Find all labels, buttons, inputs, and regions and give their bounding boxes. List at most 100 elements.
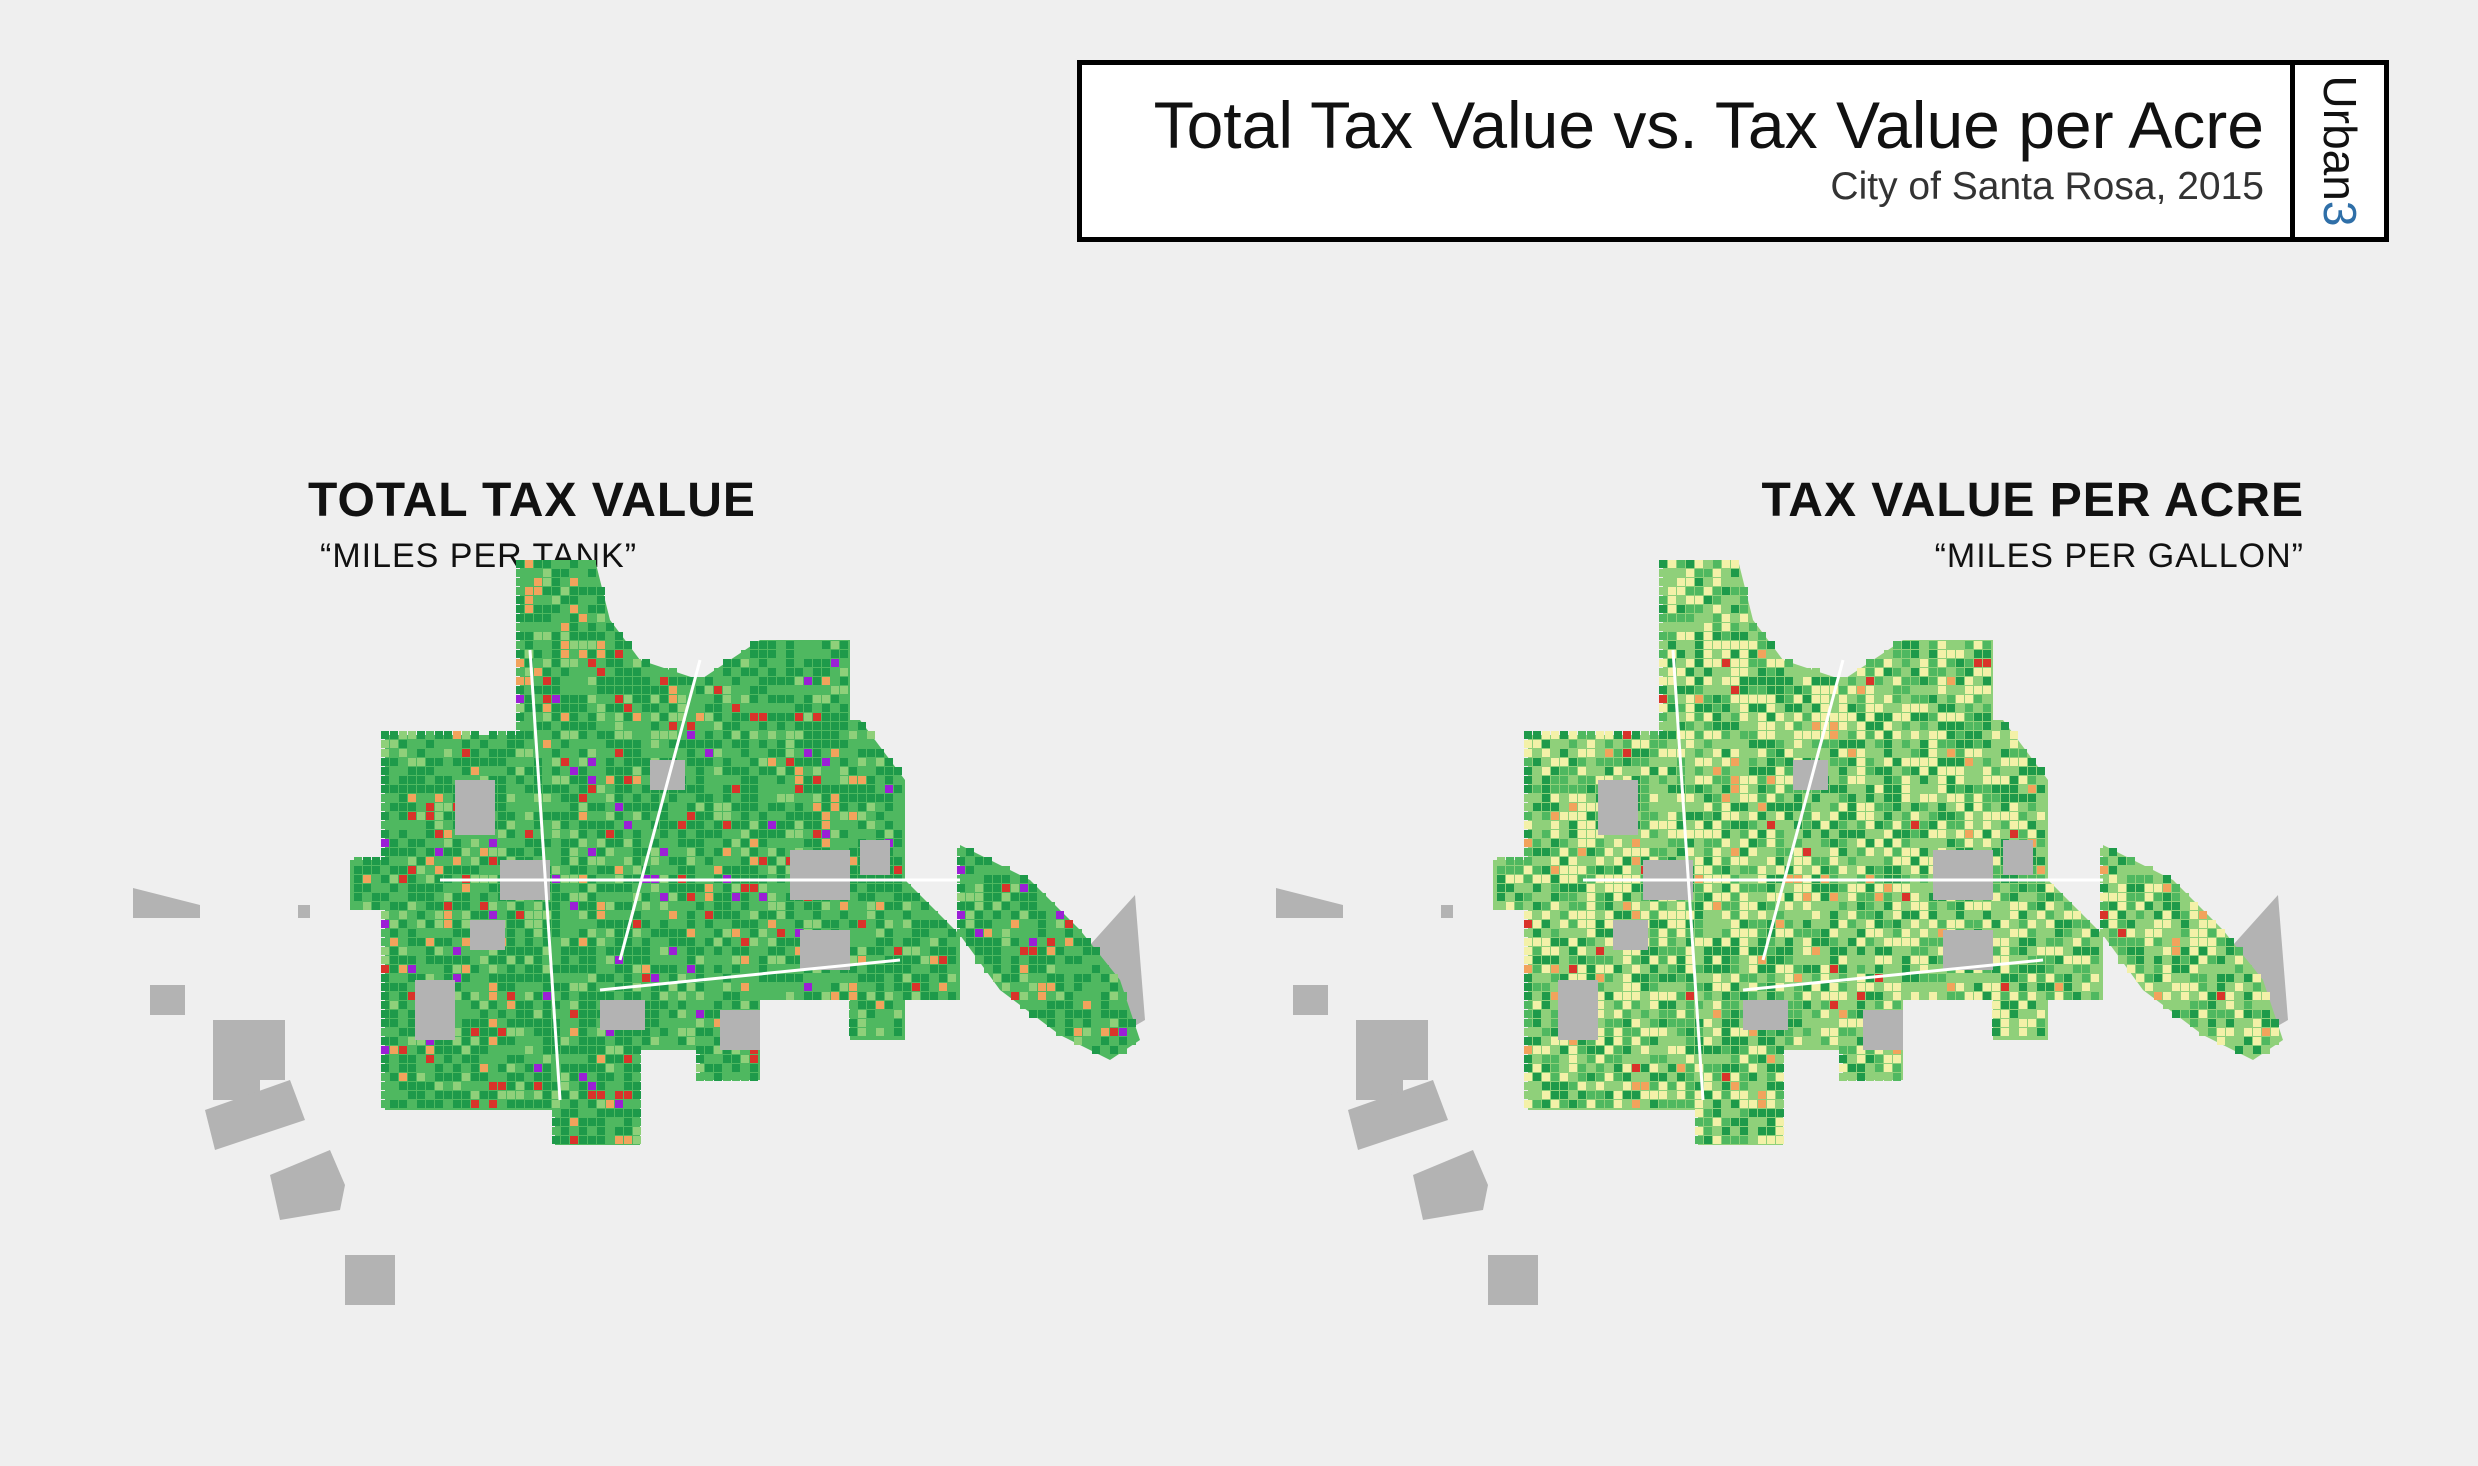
parcel — [534, 947, 542, 955]
parcel — [885, 929, 893, 937]
parcel — [372, 866, 380, 874]
parcel — [687, 920, 695, 928]
parcel — [1965, 839, 1973, 847]
parcel — [381, 758, 389, 766]
parcel — [597, 1064, 605, 1072]
parcel — [1983, 749, 1991, 757]
parcel — [1713, 578, 1721, 586]
parcel — [390, 776, 398, 784]
parcel — [1551, 785, 1559, 793]
parcel — [849, 740, 857, 748]
parcel — [399, 893, 407, 901]
parcel — [732, 983, 740, 991]
parcel — [543, 659, 551, 667]
parcel — [1722, 632, 1730, 640]
parcel — [1875, 776, 1883, 784]
parcel — [1758, 668, 1766, 676]
parcel — [1893, 893, 1901, 901]
parcel — [1614, 848, 1622, 856]
parcel — [1029, 884, 1037, 892]
parcel — [669, 974, 677, 982]
parcel — [480, 1091, 488, 1099]
parcel — [1056, 911, 1064, 919]
parcel — [1614, 767, 1622, 775]
parcel — [2019, 821, 2027, 829]
parcel — [660, 956, 668, 964]
parcel — [1047, 974, 1055, 982]
parcel — [1560, 794, 1568, 802]
parcel — [525, 749, 533, 757]
parcel — [1911, 686, 1919, 694]
parcel — [1524, 938, 1532, 946]
parcel — [786, 929, 794, 937]
parcel — [426, 830, 434, 838]
parcel — [705, 1028, 713, 1036]
parcel — [1731, 839, 1739, 847]
parcel — [1686, 938, 1694, 946]
parcel — [561, 947, 569, 955]
parcel — [552, 992, 560, 1000]
parcel — [1686, 947, 1694, 955]
parcel — [1965, 830, 1973, 838]
parcel — [1920, 857, 1928, 865]
parcel — [1965, 785, 1973, 793]
parcel — [579, 722, 587, 730]
parcel — [993, 947, 1001, 955]
parcel — [1614, 731, 1622, 739]
parcel — [831, 668, 839, 676]
parcel — [822, 794, 830, 802]
parcel — [606, 812, 614, 820]
parcel — [786, 839, 794, 847]
parcel — [453, 1010, 461, 1018]
parcel — [1551, 848, 1559, 856]
parcel — [633, 902, 641, 910]
parcel — [1767, 686, 1775, 694]
parcel — [732, 668, 740, 676]
parcel — [741, 731, 749, 739]
parcel — [2100, 902, 2108, 910]
parcel — [444, 848, 452, 856]
parcel — [543, 596, 551, 604]
parcel — [588, 1028, 596, 1036]
parcel — [849, 884, 857, 892]
parcel — [1605, 758, 1613, 766]
parcel — [1821, 677, 1829, 685]
parcel — [1947, 758, 1955, 766]
parcel — [669, 1001, 677, 1009]
parcel — [426, 938, 434, 946]
parcel — [741, 884, 749, 892]
parcel — [1731, 605, 1739, 613]
parcel — [579, 1136, 587, 1144]
parcel — [408, 848, 416, 856]
parcel — [1767, 857, 1775, 865]
parcel — [624, 848, 632, 856]
parcel — [570, 623, 578, 631]
parcel — [1749, 803, 1757, 811]
parcel — [984, 866, 992, 874]
parcel — [732, 1073, 740, 1081]
parcel — [1668, 920, 1676, 928]
parcel — [561, 920, 569, 928]
parcel — [399, 830, 407, 838]
parcel — [543, 605, 551, 613]
parcel — [615, 920, 623, 928]
parcel — [696, 974, 704, 982]
parcel — [1056, 1010, 1064, 1018]
parcel — [1776, 785, 1784, 793]
parcel — [1749, 722, 1757, 730]
parcel — [1650, 731, 1658, 739]
parcel — [795, 758, 803, 766]
parcel — [1722, 659, 1730, 667]
parcel — [498, 740, 506, 748]
parcel — [1884, 785, 1892, 793]
parcel — [1848, 722, 1856, 730]
parcel — [759, 776, 767, 784]
parcel — [2100, 875, 2108, 883]
parcel — [516, 1064, 524, 1072]
parcel — [1803, 848, 1811, 856]
parcel — [1659, 569, 1667, 577]
parcel — [1893, 713, 1901, 721]
parcel — [2136, 875, 2144, 883]
parcel — [615, 1118, 623, 1126]
parcel — [444, 1091, 452, 1099]
